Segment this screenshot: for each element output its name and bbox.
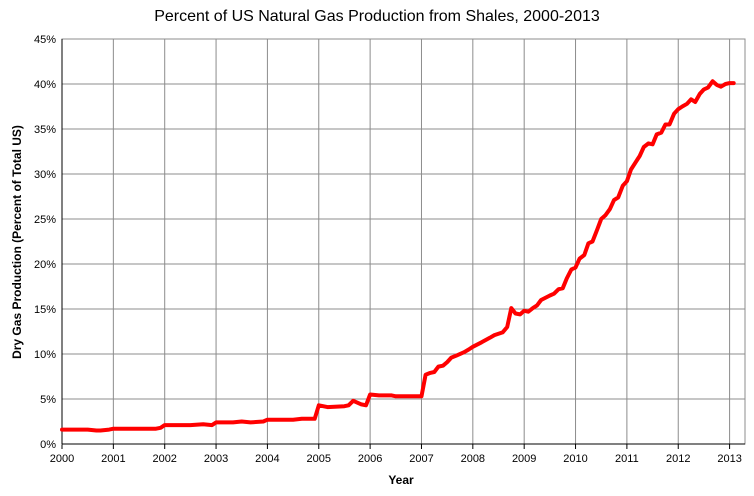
x-tick-label: 2002 <box>152 453 176 465</box>
y-tick-label: 10% <box>34 349 56 361</box>
x-tick-label: 2009 <box>512 453 536 465</box>
x-tick-label: 2003 <box>204 453 228 465</box>
y-tick-label: 40% <box>34 79 56 91</box>
y-tick-label: 5% <box>40 394 56 406</box>
x-tick-label: 2000 <box>50 453 74 465</box>
y-tick-label: 30% <box>34 169 56 181</box>
x-tick-label: 2008 <box>461 453 485 465</box>
y-tick-label: 35% <box>34 124 56 136</box>
x-tick-label: 2011 <box>615 453 639 465</box>
x-tick-label: 2013 <box>717 453 741 465</box>
x-tick-label: 2012 <box>666 453 690 465</box>
tick-labels: 0% 5% 10% 15% 20% 25% 30% 35% 40% 45% 2000 2001 2002… <box>34 34 742 465</box>
x-tick-label: 2001 <box>101 453 125 465</box>
x-tick-label: 2005 <box>307 453 331 465</box>
y-tick-label: 25% <box>34 214 56 226</box>
y-axis-label: Dry Gas Production (Percent of Total US) <box>10 125 24 359</box>
x-tick-label: 2010 <box>563 453 587 465</box>
data-series <box>60 79 736 433</box>
y-tick-label: 20% <box>34 259 56 271</box>
y-tick-label: 0% <box>40 439 56 451</box>
y-tick-label: 45% <box>34 34 56 46</box>
chart-title: Percent of US Natural Gas Production fro… <box>154 8 600 25</box>
x-tick-label: 2004 <box>255 453 279 465</box>
series-line <box>60 79 736 433</box>
x-tick-label: 2007 <box>409 453 433 465</box>
grid-lines <box>61 38 745 445</box>
y-tick-label: 15% <box>34 304 56 316</box>
axes <box>61 38 746 449</box>
x-axis-label: Year <box>388 473 414 487</box>
x-tick-label: 2006 <box>358 453 382 465</box>
